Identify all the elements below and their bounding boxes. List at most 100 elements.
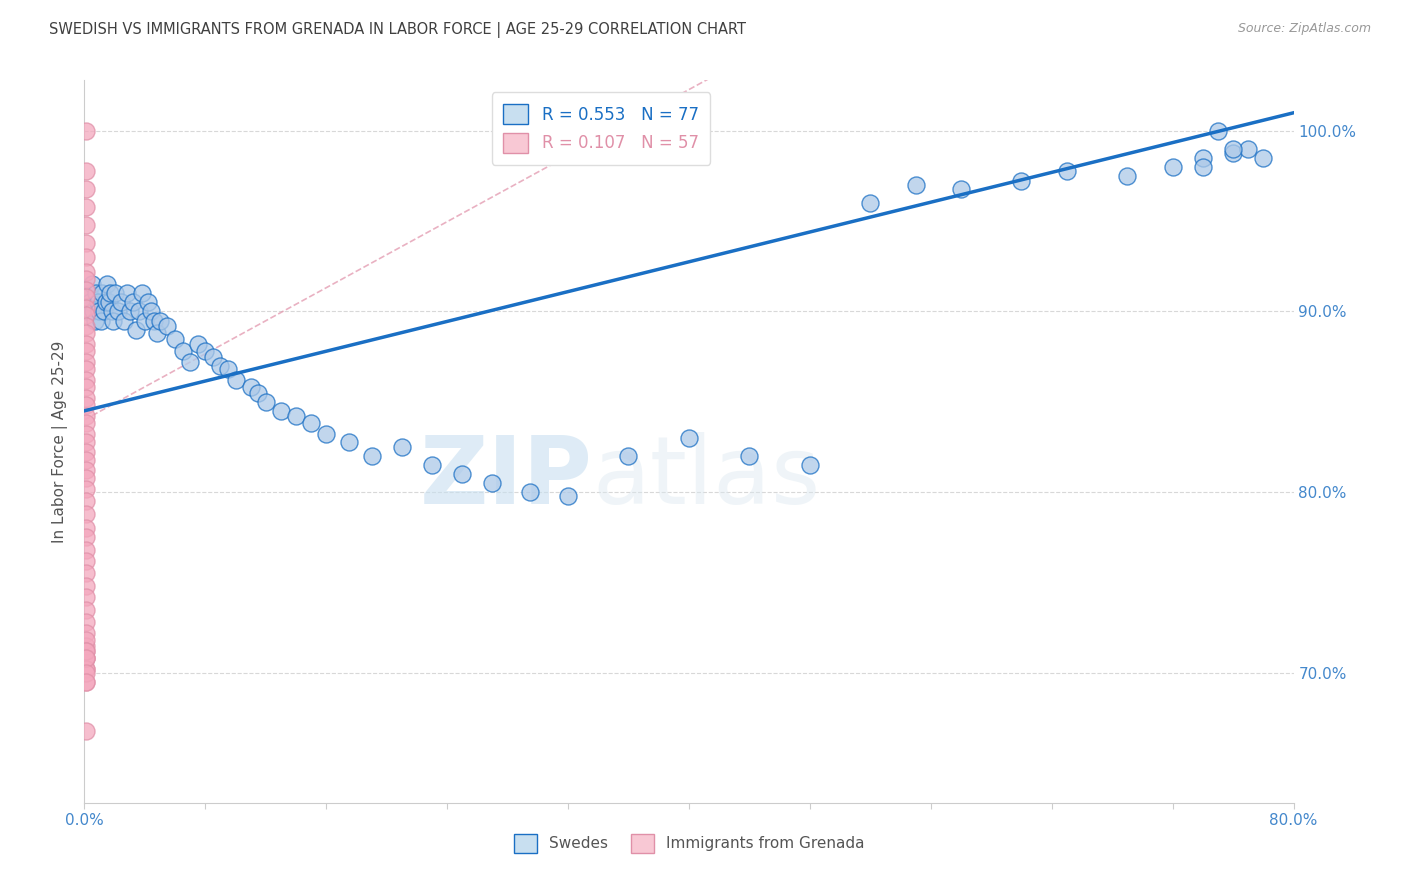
Point [194, 344, 217, 359]
Point [75, 530, 97, 544]
Point [107, 304, 129, 318]
Point [1253, 151, 1275, 165]
Point [75, 452, 97, 467]
Point [75, 355, 97, 369]
Point [82, 304, 104, 318]
Point [75, 218, 97, 232]
Point [75, 651, 97, 665]
Point [1237, 142, 1260, 156]
Point [950, 181, 973, 195]
Point [1222, 145, 1244, 160]
Point [75, 633, 97, 648]
Point [254, 394, 277, 409]
Point [87, 295, 110, 310]
Point [285, 409, 308, 424]
Point [1222, 142, 1244, 156]
Point [136, 295, 159, 310]
Point [75, 283, 97, 297]
Point [187, 337, 209, 351]
Point [118, 304, 141, 318]
Point [75, 373, 97, 387]
Point [101, 313, 124, 327]
Point [209, 359, 232, 373]
Point [125, 322, 148, 336]
Point [146, 326, 169, 340]
Point [84, 313, 107, 327]
Text: ZIP: ZIP [419, 432, 592, 524]
Point [75, 290, 97, 304]
Point [75, 301, 97, 315]
Point [75, 250, 97, 264]
Point [75, 482, 97, 496]
Point [481, 476, 503, 491]
Point [75, 124, 97, 138]
Point [100, 304, 122, 318]
Point [75, 566, 97, 581]
Point [75, 590, 97, 604]
Point [89, 304, 111, 318]
Point [75, 470, 97, 484]
Point [75, 674, 97, 689]
Point [217, 362, 239, 376]
Point [201, 350, 224, 364]
Point [75, 665, 97, 680]
Point [97, 295, 120, 310]
Point [1192, 160, 1215, 174]
Point [75, 674, 97, 689]
Point [75, 434, 97, 449]
Point [94, 295, 117, 310]
Point [519, 485, 541, 500]
Point [420, 458, 443, 472]
Y-axis label: In Labor Force | Age 25-29: In Labor Force | Age 25-29 [52, 341, 67, 542]
Point [1011, 174, 1033, 188]
Point [139, 304, 162, 318]
Point [75, 615, 97, 630]
Point [1161, 160, 1184, 174]
Point [75, 391, 97, 405]
Point [738, 449, 761, 463]
Point [225, 373, 247, 387]
Point [75, 163, 97, 178]
Point [142, 313, 165, 327]
Point [557, 489, 579, 503]
Point [121, 295, 143, 310]
Point [75, 181, 97, 195]
Point [75, 308, 97, 322]
Point [75, 265, 97, 279]
Point [75, 521, 97, 535]
Point [75, 409, 97, 424]
Point [75, 507, 97, 521]
Point [98, 286, 121, 301]
Point [96, 277, 118, 292]
Point [75, 494, 97, 508]
Point [165, 332, 187, 346]
Point [75, 344, 97, 359]
Point [104, 286, 127, 301]
Point [75, 662, 97, 676]
Point [678, 431, 700, 445]
Point [617, 449, 640, 463]
Point [75, 200, 97, 214]
Point [75, 579, 97, 593]
Point [75, 644, 97, 658]
Legend: Swedes, Immigrants from Grenada: Swedes, Immigrants from Grenada [506, 826, 872, 860]
Point [859, 196, 882, 211]
Point [75, 318, 97, 333]
Point [128, 304, 150, 318]
Point [131, 286, 153, 301]
Point [172, 344, 194, 359]
Point [79, 295, 101, 310]
Point [110, 295, 132, 310]
Point [77, 286, 100, 301]
Point [75, 644, 97, 658]
Point [391, 440, 413, 454]
Point [76, 304, 98, 318]
Text: atlas: atlas [592, 432, 821, 524]
Point [1056, 163, 1078, 178]
Point [75, 235, 97, 250]
Point [93, 304, 115, 318]
Point [315, 427, 337, 442]
Point [75, 723, 97, 738]
Point [149, 313, 172, 327]
Point [75, 427, 97, 442]
